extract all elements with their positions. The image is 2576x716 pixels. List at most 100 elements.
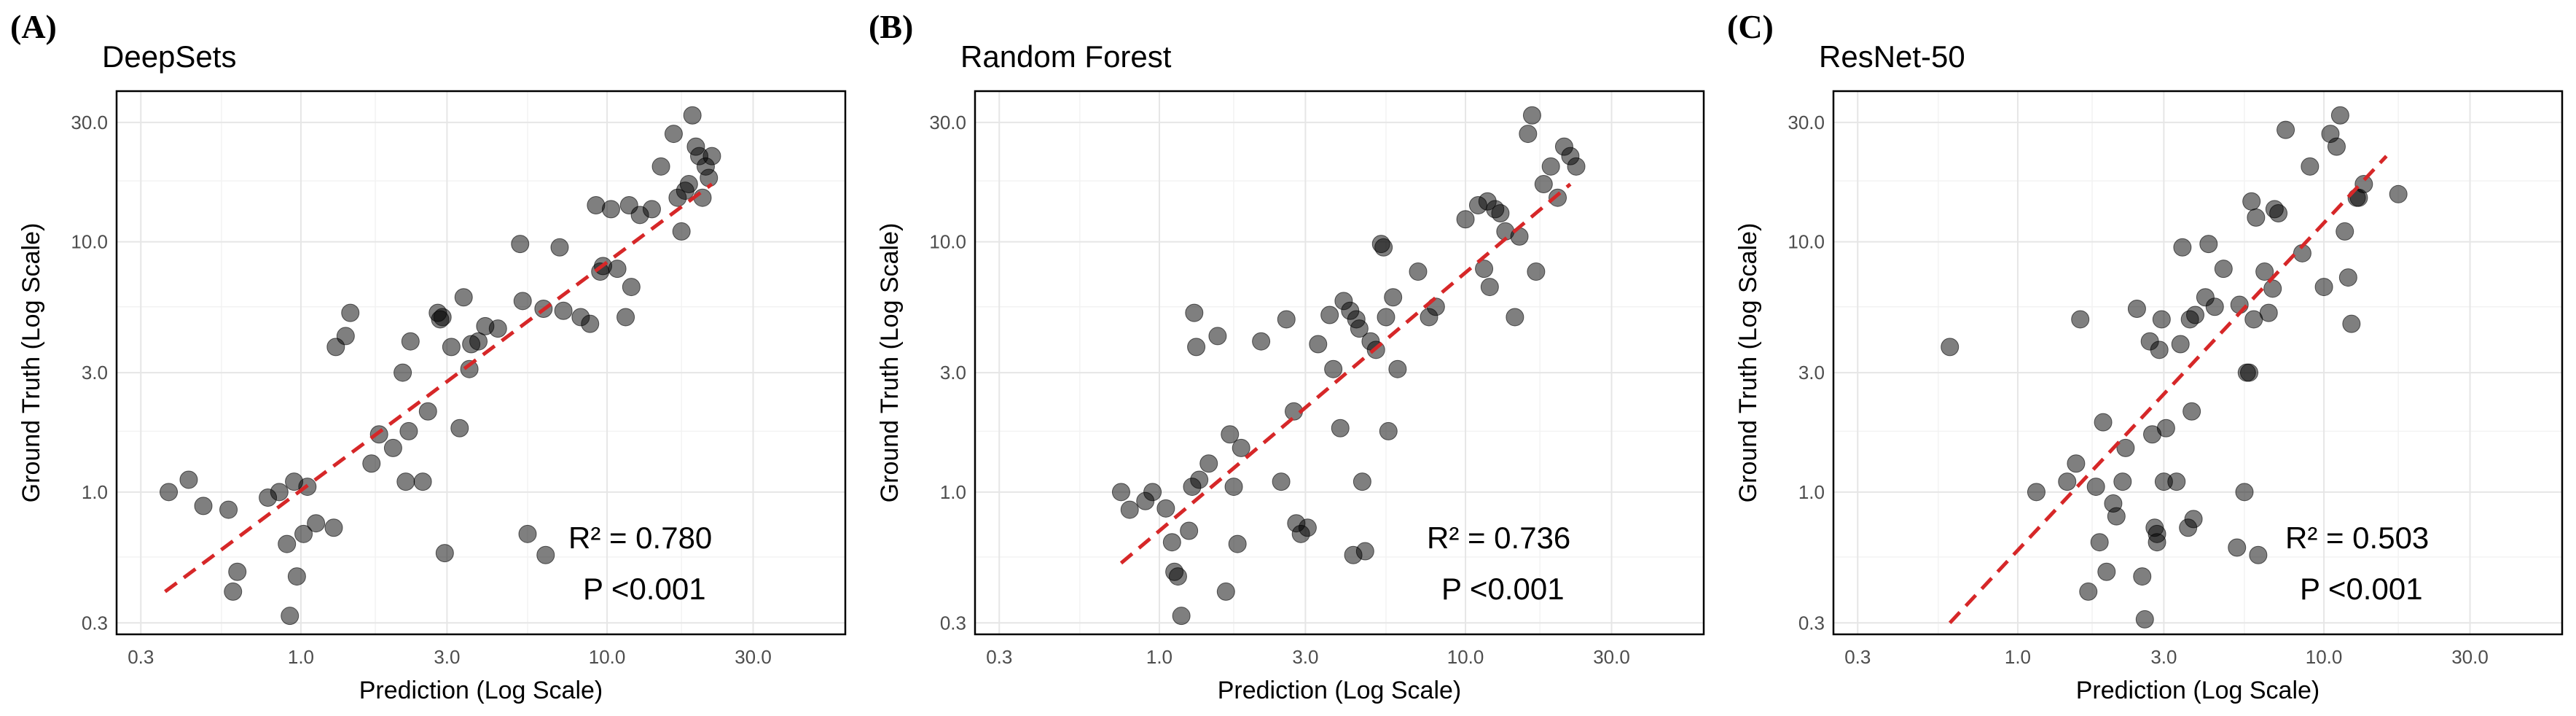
data-point [2249, 545, 2268, 564]
data-point [601, 200, 620, 219]
regression-line [164, 182, 713, 594]
chart-title: DeepSets [102, 39, 236, 74]
data-point [1541, 157, 1560, 176]
data-point [270, 483, 289, 502]
data-point [2259, 303, 2278, 322]
y-tick-label: 3.0 [940, 362, 966, 384]
r-squared-annotation: R² = 0.736 [1427, 521, 1570, 555]
data-point [2094, 413, 2113, 432]
data-point [1252, 332, 1271, 351]
data-point [642, 200, 661, 219]
plot-frame [115, 90, 847, 636]
y-axis-title: Ground Truth (Log Scale) [1734, 223, 1762, 503]
data-point [383, 438, 402, 457]
data-point [2338, 268, 2357, 287]
data-point [2090, 533, 2109, 552]
data-point [399, 421, 418, 440]
plot-frame [974, 90, 1705, 636]
data-point [324, 518, 343, 537]
data-point [1168, 567, 1187, 586]
y-tick-label: 10.0 [929, 231, 966, 253]
x-tick-label: 1.0 [288, 646, 314, 668]
panel-label: (A) [10, 8, 57, 45]
data-point [581, 314, 600, 333]
data-point [281, 607, 300, 626]
data-point [401, 332, 420, 351]
data-point [1216, 582, 1235, 601]
data-point [1156, 499, 1175, 518]
data-point [2135, 610, 2154, 629]
x-tick-label: 30.0 [1593, 646, 1630, 668]
data-point [1120, 500, 1139, 519]
y-tick-label: 10.0 [71, 231, 108, 253]
data-point [1190, 470, 1209, 489]
data-point [587, 195, 606, 214]
chart-title: Random Forest [960, 39, 1172, 74]
data-point [336, 327, 355, 346]
x-tick-label: 3.0 [1292, 646, 1318, 668]
scatter-chart-random-forest: 0.3 1.0 3.0 10.0 30.0 0.3 1.0 3.0 10.0 30.0 (B) Ran… [869, 8, 1705, 704]
p-value-annotation: P <0.001 [1441, 572, 1565, 606]
scatter-chart-resnet-50: 0.3 1.0 3.0 10.0 30.0 0.3 1.0 3.0 10.0 30.0 (C) Res… [1727, 8, 2564, 704]
data-point [2086, 478, 2105, 497]
data-point [1232, 438, 1250, 457]
data-point [1111, 483, 1130, 502]
data-point [2173, 238, 2192, 257]
data-point [418, 402, 437, 421]
data-point [2152, 310, 2171, 329]
x-axis-title: Prediction (Log Scale) [2076, 677, 2320, 704]
data-point [2156, 419, 2175, 437]
data-point [2167, 472, 2186, 491]
data-point [1187, 338, 1206, 357]
data-point [2228, 538, 2247, 557]
data-point [1480, 278, 1499, 297]
x-tick-label: 0.3 [128, 646, 154, 668]
data-point [513, 292, 532, 311]
panel-random-forest: 0.3 1.0 3.0 10.0 30.0 0.3 1.0 3.0 10.0 30.0 (B) Ran… [858, 0, 1717, 716]
data-point [2071, 310, 2090, 329]
data-point [511, 235, 530, 254]
data-point [664, 125, 683, 144]
data-point [1388, 359, 1407, 378]
panel-label: (B) [869, 8, 913, 45]
data-point [1374, 238, 1393, 257]
panel-label: (C) [1727, 8, 1774, 45]
data-point [1320, 306, 1339, 324]
x-tick-label: 10.0 [2306, 646, 2343, 668]
data-point [1199, 454, 1218, 473]
data-point [294, 524, 313, 543]
data-point [2276, 120, 2295, 139]
data-point [1172, 607, 1191, 626]
y-tick-label: 1.0 [940, 481, 966, 503]
r-squared-annotation: R² = 0.780 [568, 521, 712, 555]
y-tick-label: 0.3 [940, 612, 966, 634]
data-point [1208, 327, 1227, 346]
data-point [2242, 192, 2261, 211]
data-point [2301, 157, 2319, 176]
data-point [2058, 472, 2077, 491]
data-point [2097, 562, 2116, 581]
regression-line [1119, 182, 1572, 565]
y-tick-label: 3.0 [1798, 362, 1825, 384]
data-point [2027, 483, 2045, 502]
y-tick-label: 0.3 [1798, 612, 1825, 634]
data-point [194, 497, 213, 515]
data-point [1456, 210, 1475, 229]
data-point [2067, 454, 2086, 473]
data-point [1527, 262, 1546, 281]
data-point [160, 483, 179, 502]
data-point [550, 238, 569, 257]
data-point [179, 470, 198, 489]
data-point [1331, 419, 1350, 437]
data-point [341, 303, 360, 322]
data-point [2205, 297, 2224, 316]
data-point [2148, 524, 2166, 543]
data-point [683, 106, 702, 125]
y-tick-label: 10.0 [1788, 231, 1825, 253]
data-point [2269, 204, 2288, 223]
data-point [2240, 363, 2259, 382]
data-point [1491, 204, 1510, 223]
x-tick-label: 10.0 [1447, 646, 1484, 668]
data-point [2342, 314, 2361, 333]
data-point [2389, 184, 2408, 203]
